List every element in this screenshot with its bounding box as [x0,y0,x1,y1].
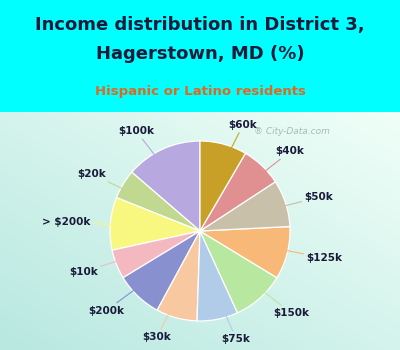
Text: ® City-Data.com: ® City-Data.com [254,127,330,135]
Wedge shape [197,231,238,321]
Text: $20k: $20k [77,169,159,206]
Wedge shape [112,231,200,278]
Text: Income distribution in District 3,: Income distribution in District 3, [35,16,365,34]
Text: $100k: $100k [118,126,180,188]
Wedge shape [116,172,200,231]
Wedge shape [110,198,200,250]
Text: Hagerstown, MD (%): Hagerstown, MD (%) [96,45,304,63]
Wedge shape [157,231,200,321]
Text: $200k: $200k [88,266,167,316]
Text: $125k: $125k [246,243,342,263]
Text: $75k: $75k [210,278,250,344]
Text: $40k: $40k [233,146,304,196]
Text: $10k: $10k [69,249,156,277]
Wedge shape [200,141,246,231]
Wedge shape [132,141,200,231]
Text: $150k: $150k [232,267,309,318]
Text: $30k: $30k [142,277,188,342]
Wedge shape [200,182,290,231]
Wedge shape [200,226,290,278]
Wedge shape [200,231,277,313]
Text: $60k: $60k [212,120,258,185]
Wedge shape [123,231,200,310]
Text: Hispanic or Latino residents: Hispanic or Latino residents [94,85,306,98]
Wedge shape [200,153,275,231]
Text: > $200k: > $200k [42,217,152,227]
Text: $50k: $50k [245,192,333,216]
